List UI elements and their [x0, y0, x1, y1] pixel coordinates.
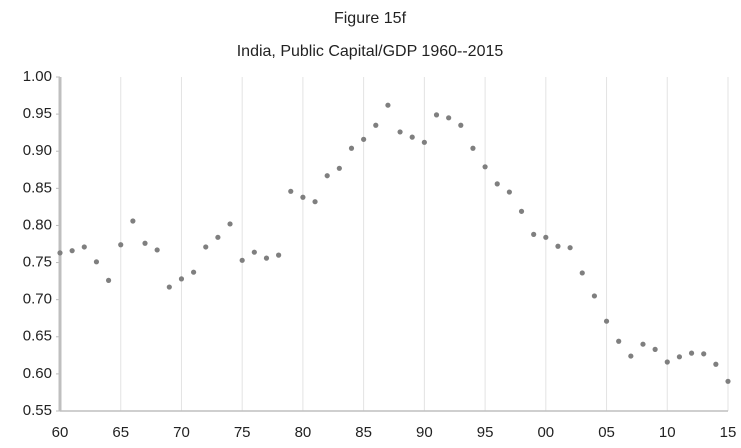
point: [567, 245, 573, 251]
point: [591, 293, 598, 299]
point: [494, 181, 500, 187]
point: [482, 164, 488, 170]
y-tick-label: 0.70: [23, 291, 52, 308]
y-tick-label: 0.90: [23, 142, 52, 159]
point: [276, 252, 282, 258]
point: [227, 221, 233, 227]
point: [81, 244, 87, 250]
point: [640, 341, 646, 347]
point: [69, 248, 75, 254]
x-tick-label: 85: [355, 424, 372, 441]
point: [555, 243, 561, 249]
y-tick-label: 0.80: [23, 216, 52, 233]
point: [142, 240, 148, 246]
point: [421, 139, 427, 145]
point: [215, 234, 221, 240]
y-tick-label: 0.55: [23, 402, 52, 419]
point: [713, 361, 719, 367]
point: [470, 145, 476, 151]
point: [93, 259, 100, 265]
x-tick-label: 65: [112, 424, 129, 441]
point: [312, 199, 318, 205]
chart-subtitle: India, Public Capital/GDP 1960--2015: [237, 43, 504, 60]
point: [57, 250, 63, 256]
x-tick-label: 80: [295, 424, 312, 441]
x-tick-label: 95: [477, 424, 494, 441]
point: [446, 115, 452, 121]
point: [433, 112, 440, 118]
y-tick-label: 0.85: [23, 179, 52, 196]
x-tick-label: 15: [720, 424, 737, 441]
point: [324, 173, 330, 179]
point: [397, 129, 403, 135]
point: [543, 234, 549, 240]
point: [579, 270, 585, 276]
point: [506, 189, 512, 195]
point: [263, 255, 270, 261]
x-tick-label: 90: [416, 424, 433, 441]
point: [251, 249, 257, 255]
x-tick-label: 75: [234, 424, 251, 441]
point: [288, 188, 294, 194]
point: [688, 350, 695, 356]
point: [336, 165, 342, 171]
point: [361, 136, 367, 142]
point: [300, 194, 306, 200]
point: [518, 208, 525, 214]
x-tick-label: 10: [659, 424, 676, 441]
point: [676, 354, 683, 360]
point: [178, 276, 185, 282]
y-tick-label: 1.00: [23, 68, 52, 85]
point: [166, 284, 172, 290]
y-tick-label: 0.60: [23, 365, 52, 382]
x-tick-label: 70: [173, 424, 190, 441]
point: [652, 346, 658, 352]
point: [373, 122, 379, 128]
point: [130, 218, 136, 224]
point: [725, 378, 731, 384]
y-tick-label: 0.65: [23, 328, 52, 345]
point: [118, 242, 124, 248]
point: [603, 318, 610, 324]
y-tick-label: 0.95: [23, 105, 52, 122]
x-tick-label: 00: [537, 424, 554, 441]
x-tick-label: 60: [52, 424, 69, 441]
point: [616, 338, 622, 344]
point: [628, 353, 634, 359]
point: [409, 134, 415, 140]
point: [348, 145, 355, 151]
point: [239, 257, 245, 263]
point: [458, 122, 464, 128]
point: [154, 247, 160, 253]
point: [203, 244, 209, 250]
point: [105, 277, 112, 283]
y-tick-label: 0.75: [23, 254, 52, 271]
point: [664, 359, 670, 365]
point: [531, 231, 537, 237]
x-tick-label: 05: [598, 424, 615, 441]
point: [385, 102, 391, 108]
point: [701, 351, 707, 357]
point: [191, 269, 197, 275]
chart-title: Figure 15f: [334, 10, 407, 27]
